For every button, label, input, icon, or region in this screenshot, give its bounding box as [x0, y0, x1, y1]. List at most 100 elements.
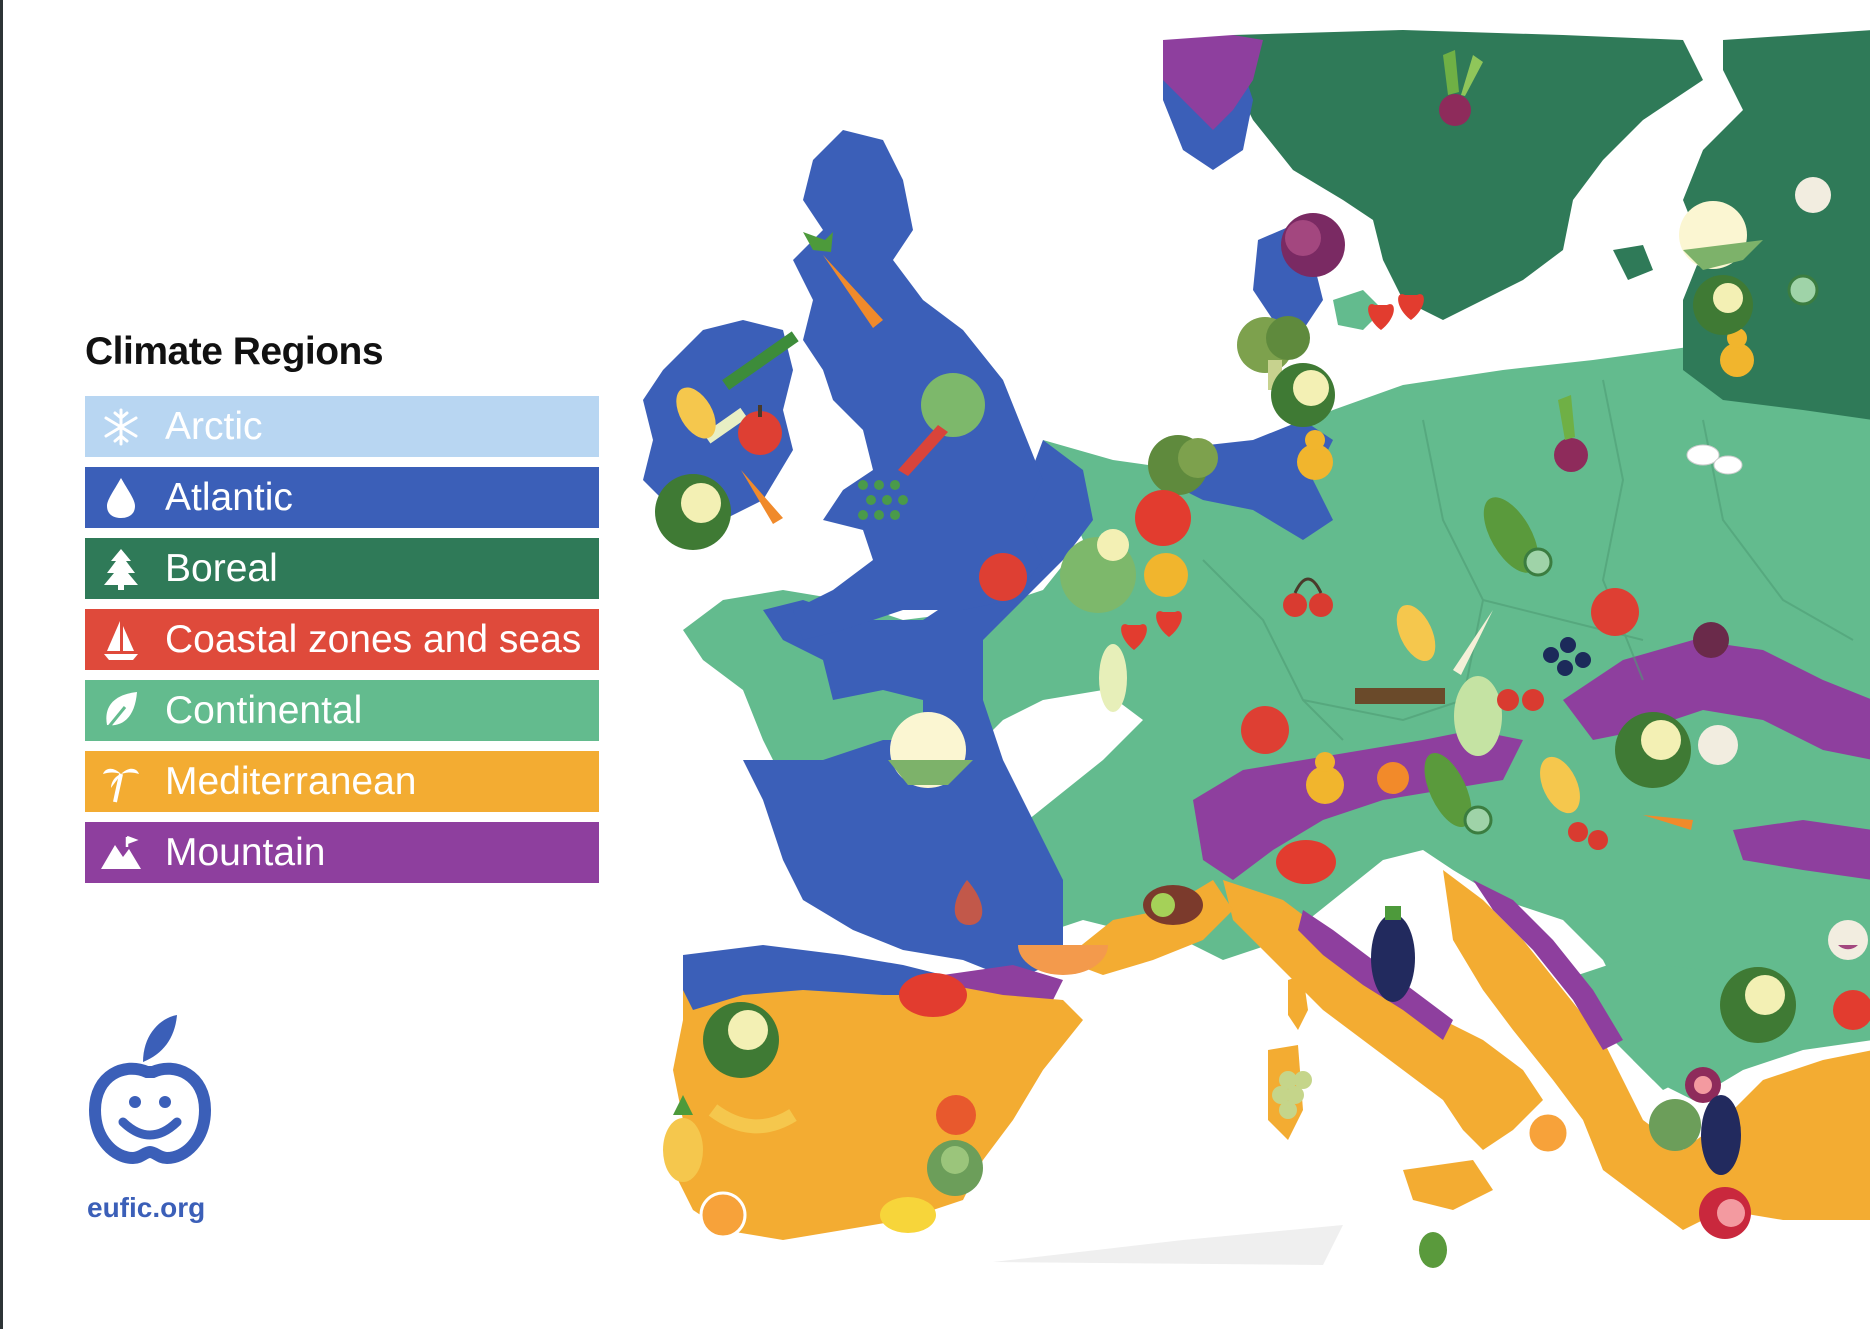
artichoke-icon	[1649, 1099, 1701, 1151]
plum-icon	[1693, 622, 1729, 658]
cabbage-icon	[1693, 275, 1753, 335]
boreal-scandinavia-region	[1233, 30, 1703, 320]
strawberry-icon	[1368, 294, 1424, 330]
legend-title: Climate Regions	[85, 330, 384, 373]
europe-climate-map	[643, 30, 1870, 1268]
mediterranean-corsica	[1288, 975, 1308, 1030]
water-drop-icon	[95, 472, 147, 524]
tomato-icon	[899, 973, 967, 1017]
pineapple-icon	[663, 1095, 703, 1182]
mediterranean-italy-region	[1223, 880, 1543, 1150]
mediterranean-sicily	[1403, 1160, 1493, 1210]
mountain-norway-region	[1163, 35, 1263, 130]
apple-icon	[1591, 588, 1639, 636]
pear-icon	[1297, 430, 1333, 480]
chinese-cabbage-icon	[1454, 676, 1502, 756]
apple-icon	[1241, 706, 1289, 754]
mushroom-icon	[1686, 444, 1743, 475]
mountain-icon	[95, 827, 147, 879]
climate-regions-legend: Climate Regions Arctic Atlantic Boreal Coas…	[85, 330, 600, 893]
cherry-icon	[1283, 577, 1333, 617]
red-cabbage-icon	[1281, 213, 1345, 277]
carrot-icon	[741, 470, 783, 524]
endive-icon	[1099, 644, 1127, 712]
rhubarb-icon	[898, 373, 985, 476]
carrot-icon	[803, 232, 883, 328]
eufic-logo	[85, 990, 215, 1185]
mountain-carpathians-south	[1733, 820, 1870, 880]
legend-item-label: Continental	[165, 688, 363, 732]
pear-icon	[1144, 553, 1188, 597]
cauliflower-icon	[888, 712, 973, 788]
melon-icon	[1419, 1232, 1447, 1268]
pomegranate-icon	[1699, 1187, 1751, 1239]
palm-tree-icon	[95, 756, 147, 808]
leek-icon	[703, 331, 799, 444]
broccoli-icon	[1148, 435, 1218, 495]
cauliflower-icon	[1679, 201, 1763, 270]
apple-smile-logo-icon	[88, 1015, 212, 1165]
cucumber-icon	[1424, 752, 1493, 835]
cabbage-icon	[655, 474, 731, 550]
horseradish-icon	[1355, 688, 1445, 704]
snowflake-icon	[95, 401, 147, 453]
sailboat-icon	[95, 614, 147, 666]
grapes-icon	[1272, 1071, 1312, 1119]
legend-item-mediterranean: Mediterranean	[85, 751, 600, 812]
food-icons-layer	[655, 50, 1870, 1268]
onion-icon	[954, 880, 983, 925]
eggplant-icon	[1371, 906, 1415, 1002]
pepper-icon	[1568, 822, 1608, 850]
banana-icon	[708, 1104, 797, 1134]
leaf-icon	[95, 685, 147, 737]
legend-item-arctic: Arctic	[85, 396, 600, 457]
lemon-icon	[880, 1197, 936, 1233]
orange-icon	[699, 1191, 747, 1239]
cabbage-icon	[1060, 529, 1136, 613]
beetroot-icon	[1439, 50, 1483, 126]
garlic-icon	[1795, 177, 1831, 213]
cabbage-icon	[1271, 363, 1335, 427]
cucumber-icon	[1483, 497, 1553, 577]
legend-item-label: Coastal zones and seas	[165, 617, 582, 661]
legend-item-atlantic: Atlantic	[85, 467, 600, 528]
fig-icon	[1685, 1067, 1721, 1103]
boreal-island	[1613, 245, 1653, 280]
legend-item-boreal: Boreal	[85, 538, 600, 599]
apple-icon	[979, 553, 1027, 601]
persimmon-icon	[936, 1095, 976, 1135]
eggplant-icon	[1701, 1095, 1741, 1175]
legend-item-label: Arctic	[165, 404, 263, 448]
blackcurrant-icon	[1543, 637, 1591, 676]
cabbage-icon	[1615, 712, 1691, 788]
legend-item-label: Atlantic	[165, 475, 293, 519]
artichoke-icon	[927, 1140, 983, 1196]
parsnip-icon	[1453, 610, 1493, 675]
corn-icon	[1396, 604, 1436, 662]
eufic-url[interactable]: eufic.org	[87, 1192, 206, 1223]
legend-item-label: Mountain	[165, 830, 326, 874]
pear-icon	[1306, 752, 1344, 804]
cucumber-icon	[1787, 274, 1819, 306]
continental-denmark-islands	[1333, 290, 1383, 330]
strawberry-icon	[1121, 611, 1182, 650]
atlantic-iberia-north	[683, 945, 948, 1010]
carrot-icon	[1643, 815, 1693, 830]
cabbage-icon	[1720, 967, 1796, 1043]
peas-icon	[858, 480, 908, 520]
legend-item-label: Boreal	[165, 546, 278, 590]
corn-icon	[676, 387, 716, 439]
apple-icon	[738, 405, 782, 455]
orange-icon	[1377, 762, 1409, 794]
beetroot-icon	[1554, 395, 1588, 472]
north-africa-edge	[993, 1225, 1343, 1265]
orange-icon	[1526, 1111, 1570, 1155]
corn-icon	[1540, 756, 1580, 814]
kiwi-icon	[1143, 885, 1203, 925]
melon-icon	[1018, 945, 1108, 975]
broccoli-icon	[1237, 316, 1310, 390]
legend-item-mountain: Mountain	[85, 822, 600, 883]
legend-item-label: Mediterranean	[165, 759, 417, 803]
legend-item-continental: Continental	[85, 680, 600, 741]
